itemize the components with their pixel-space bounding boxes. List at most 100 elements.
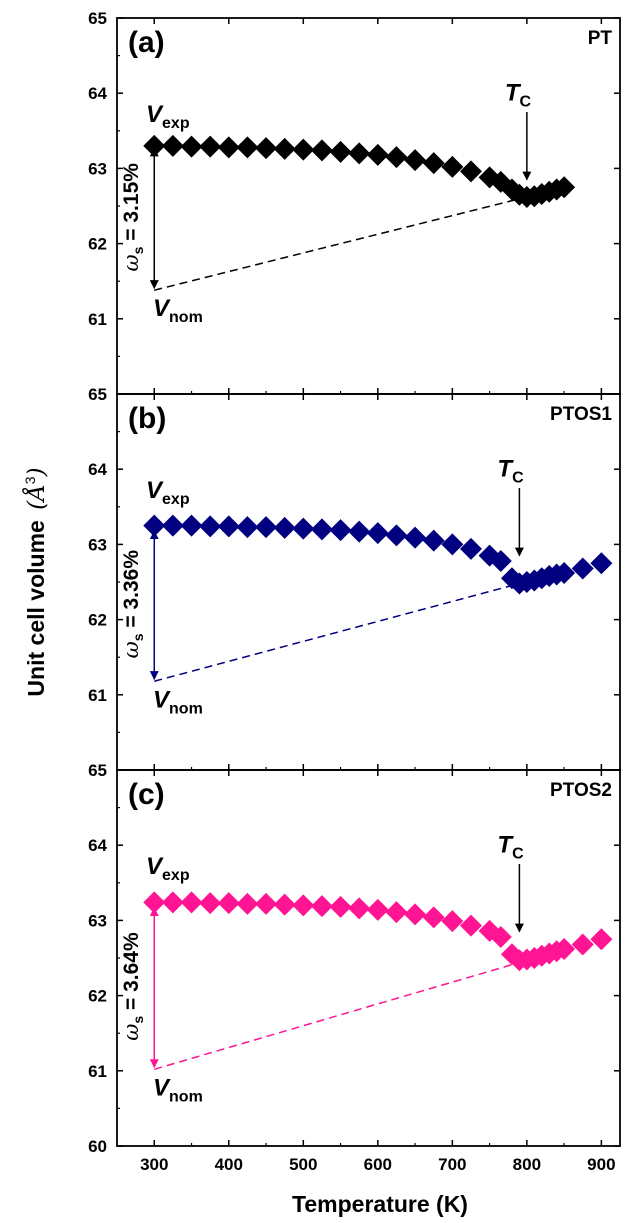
y-tick-label: 63 [88, 159, 107, 178]
v-nom-label-sub: nom [169, 309, 203, 326]
y-tick-label: 64 [88, 460, 107, 479]
v-nom-label: Vnom [153, 1074, 203, 1105]
strain-label-value: = 3.64% [120, 932, 143, 1016]
data-point [217, 892, 240, 915]
data-point [553, 937, 576, 960]
data-point [459, 160, 482, 183]
nominal-volume-line [154, 961, 520, 1071]
tc-label: TC [497, 456, 524, 487]
y-tick-label: 65 [88, 385, 107, 404]
v-nom-label: Vnom [153, 686, 203, 717]
data-point [348, 520, 371, 543]
data-point [180, 135, 203, 158]
data-point [217, 136, 240, 159]
x-tick-label: 600 [364, 1155, 392, 1174]
strain-label: ωs = 3.15% [119, 163, 146, 272]
data-point [404, 526, 427, 549]
data-point [273, 516, 296, 539]
y-tick-label: 63 [88, 535, 107, 554]
y-axis-title-text: Unit cell volume [23, 520, 49, 696]
data-point [273, 137, 296, 160]
x-tick-label: 400 [215, 1155, 243, 1174]
v-nom-label-main: V [153, 295, 171, 322]
data-point [310, 139, 333, 162]
v-exp-label-main: V [146, 477, 164, 504]
data-point [366, 522, 389, 545]
data-point [143, 514, 166, 537]
x-tick-label: 800 [513, 1155, 541, 1174]
tc-label-sub: C [520, 94, 532, 111]
data-point [571, 557, 594, 580]
v-exp-label-sub: exp [162, 867, 190, 884]
data-point [441, 533, 464, 556]
y-tick-label: 60 [88, 1137, 107, 1156]
nominal-volume-line [154, 582, 520, 682]
data-point [292, 138, 315, 161]
data-point [590, 552, 613, 575]
y-tick-label: 64 [88, 84, 107, 103]
data-point [199, 135, 222, 158]
data-point [404, 149, 427, 172]
data-point [590, 928, 613, 951]
data-point [329, 519, 352, 542]
v-exp-label-sub: exp [162, 491, 190, 508]
x-tick-label: 500 [289, 1155, 317, 1174]
strain-label-omega: ω [119, 641, 143, 658]
v-nom-label: Vnom [153, 295, 203, 326]
data-point [236, 516, 259, 539]
data-point [161, 891, 184, 914]
nominal-volume-line [154, 196, 528, 291]
y-tick-label: 62 [88, 235, 107, 254]
v-exp-label-main: V [146, 101, 164, 128]
data-point [273, 893, 296, 916]
v-exp-label-sub: exp [162, 115, 190, 132]
data-point [366, 143, 389, 166]
tc-label: TC [505, 80, 532, 111]
data-point [161, 514, 184, 537]
data-point [199, 892, 222, 915]
data-point [217, 515, 240, 538]
v-nom-label-sub: nom [169, 1088, 203, 1105]
y-tick-label: 65 [88, 9, 107, 28]
sample-name: PTOS1 [550, 404, 612, 425]
data-point [329, 895, 352, 918]
data-point [553, 561, 576, 584]
data-point [422, 152, 445, 175]
y-tick-label: 61 [88, 686, 107, 705]
tc-label-sub: C [512, 846, 524, 863]
data-point [441, 155, 464, 178]
panel-label: (c) [128, 778, 165, 811]
strain-label-omega: ω [119, 254, 143, 271]
y-tick-label: 62 [88, 611, 107, 630]
data-point [441, 910, 464, 933]
data-point [255, 137, 278, 160]
data-point [348, 897, 371, 920]
panel-label: (a) [128, 26, 165, 59]
data-point [310, 518, 333, 541]
data-point [348, 142, 371, 165]
tc-label: TC [497, 832, 524, 863]
data-point [422, 529, 445, 552]
y-axis-title: Unit cell volume (Å3) [22, 467, 50, 696]
data-point [489, 925, 512, 948]
panel-label: (b) [128, 402, 166, 435]
sample-name: PTOS2 [550, 780, 612, 801]
y-tick-label: 62 [88, 987, 107, 1006]
v-exp-label: Vexp [146, 477, 190, 508]
data-point [180, 891, 203, 914]
data-point [385, 524, 408, 547]
strain-label: ωs = 3.64% [119, 932, 146, 1041]
y-tick-label: 61 [88, 310, 107, 329]
tc-label-main: T [505, 80, 522, 107]
data-point [489, 549, 512, 572]
x-tick-label: 900 [587, 1155, 615, 1174]
strain-label-value: = 3.15% [120, 163, 143, 247]
strain-label: ωs = 3.36% [119, 550, 146, 659]
data-point [161, 134, 184, 157]
v-nom-label-main: V [153, 1074, 171, 1101]
v-exp-label-main: V [146, 853, 164, 880]
v-nom-label-main: V [153, 686, 171, 713]
